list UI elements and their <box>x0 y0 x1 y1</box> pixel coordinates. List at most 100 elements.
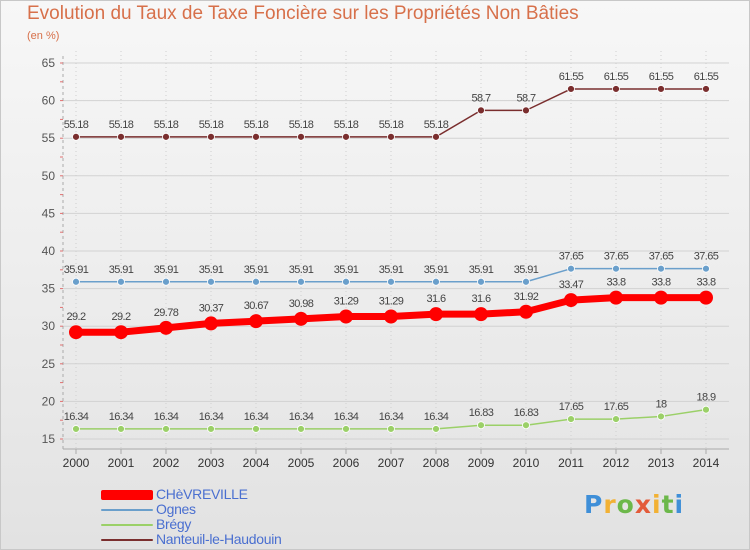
data-label: 61.55 <box>694 71 719 83</box>
data-label: 58.7 <box>471 92 490 104</box>
data-label: 17.65 <box>559 401 584 413</box>
data-label: 16.34 <box>154 411 179 423</box>
x-tick-label: 2014 <box>693 456 720 470</box>
data-label: 35.91 <box>334 264 359 276</box>
data-label: 37.65 <box>694 251 719 263</box>
legend: CHèVREVILLE Ognes Brégy Nanteuil-le-Haudoui… <box>101 486 361 547</box>
legend-swatch <box>101 524 153 526</box>
data-label: 55.18 <box>244 119 269 131</box>
y-tick-label: 35 <box>42 282 56 296</box>
data-label: 16.34 <box>64 411 89 423</box>
data-point <box>567 85 575 93</box>
y-tick-label: 50 <box>42 169 56 183</box>
data-label: 18.9 <box>696 392 715 404</box>
data-point <box>387 132 395 141</box>
x-tick-label: 2003 <box>198 456 225 470</box>
data-label: 35.91 <box>289 264 314 276</box>
data-point <box>387 425 395 433</box>
data-label: 30.67 <box>244 300 269 312</box>
data-label: 35.91 <box>64 264 89 276</box>
legend-swatch <box>101 490 153 500</box>
data-label: 29.2 <box>66 311 85 323</box>
data-label: 55.18 <box>154 119 179 131</box>
data-point <box>387 277 395 286</box>
data-label: 35.91 <box>154 264 179 276</box>
proxiti-logo: Proxiti <box>584 490 685 519</box>
legend-item: Nanteuil-le-Haudouin <box>101 531 361 547</box>
data-point <box>249 314 263 329</box>
data-point <box>657 85 665 93</box>
data-point <box>657 412 665 421</box>
y-tick-label: 60 <box>42 94 56 108</box>
x-tick-label: 2006 <box>333 456 360 470</box>
data-label: 17.65 <box>604 401 629 413</box>
data-label: 37.65 <box>559 251 584 263</box>
data-label: 35.91 <box>514 264 539 276</box>
data-label: 16.83 <box>469 407 494 419</box>
data-label: 35.91 <box>379 264 404 276</box>
data-point <box>699 290 713 305</box>
data-point <box>702 264 710 273</box>
data-label: 61.55 <box>559 71 584 83</box>
data-point <box>207 425 215 433</box>
data-point <box>342 425 350 433</box>
data-point <box>564 293 578 308</box>
data-point <box>294 311 308 326</box>
data-label: 30.37 <box>199 302 224 314</box>
data-label: 35.91 <box>244 264 269 276</box>
legend-item: Ognes <box>101 501 361 517</box>
data-point <box>477 277 485 286</box>
y-tick-label: 15 <box>42 432 56 446</box>
data-point <box>384 309 398 324</box>
data-point <box>432 132 440 141</box>
data-point <box>609 290 623 305</box>
data-point <box>297 132 305 141</box>
x-tick-label: 2010 <box>513 456 540 470</box>
y-tick-label: 30 <box>42 319 56 333</box>
data-label: 33.8 <box>651 277 670 289</box>
data-point <box>567 415 575 423</box>
legend-item: Brégy <box>101 516 361 532</box>
data-label: 55.18 <box>334 119 359 131</box>
data-label: 55.18 <box>424 119 449 131</box>
data-label: 16.83 <box>514 407 539 419</box>
data-label: 58.7 <box>516 92 535 104</box>
data-point <box>339 309 353 324</box>
data-point <box>477 421 485 430</box>
data-label: 35.91 <box>469 264 494 276</box>
data-label: 55.18 <box>289 119 314 131</box>
data-label: 16.34 <box>334 411 359 423</box>
x-tick-label: 2008 <box>423 456 450 470</box>
x-tick-label: 2000 <box>63 456 90 470</box>
data-label: 29.78 <box>154 307 179 319</box>
chart-units: (en %) <box>27 30 60 42</box>
data-point <box>522 277 530 286</box>
data-label: 30.98 <box>289 298 314 310</box>
y-tick-label: 45 <box>42 206 56 220</box>
data-point <box>522 106 530 115</box>
x-tick-label: 2012 <box>603 456 630 470</box>
legend-item: CHèVREVILLE <box>101 486 361 502</box>
data-point <box>117 277 125 286</box>
data-point <box>657 264 665 273</box>
data-point <box>204 316 218 331</box>
data-point <box>252 132 260 141</box>
data-label: 33.47 <box>559 279 584 291</box>
data-label: 16.34 <box>289 411 314 423</box>
data-label: 33.8 <box>696 277 715 289</box>
data-point <box>162 132 170 141</box>
y-tick-label: 40 <box>42 244 56 258</box>
data-point <box>702 85 710 93</box>
legend-label: Ognes <box>156 501 196 517</box>
data-point <box>612 85 620 93</box>
data-label: 31.6 <box>426 293 445 305</box>
data-point <box>342 277 350 286</box>
y-tick-label: 25 <box>42 357 56 371</box>
data-point <box>432 425 440 433</box>
data-point <box>477 106 485 115</box>
chart-title: Evolution du Taux de Taxe Foncière sur l… <box>27 3 579 24</box>
data-point <box>297 425 305 433</box>
data-label: 55.18 <box>199 119 224 131</box>
data-point <box>117 425 125 433</box>
